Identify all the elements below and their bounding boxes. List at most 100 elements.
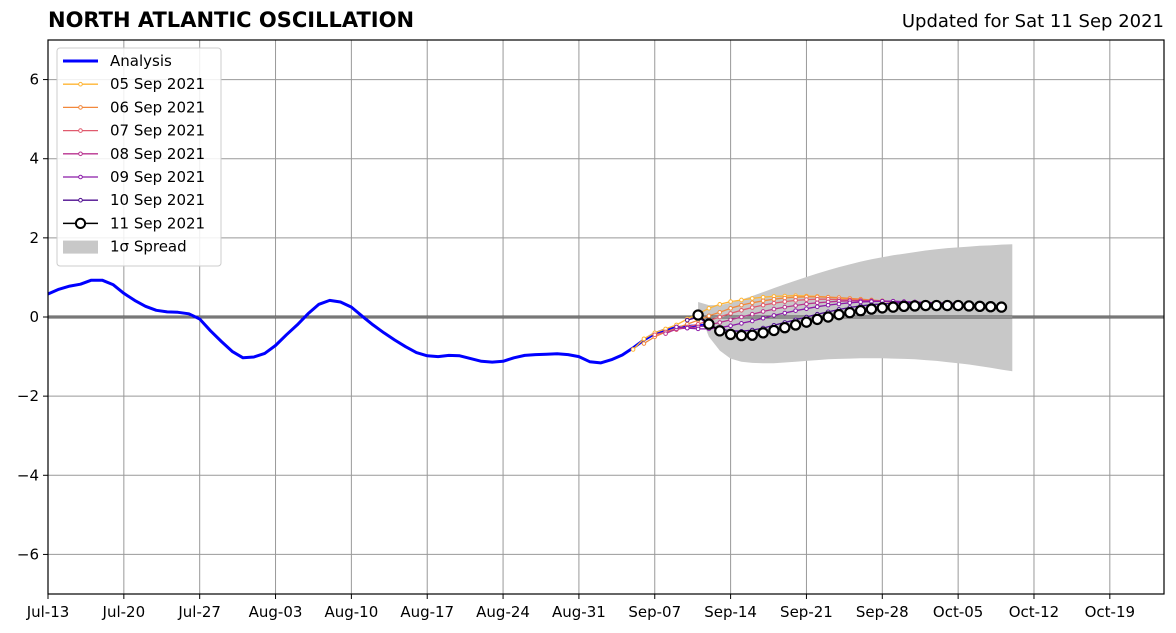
forecast-point [930, 299, 943, 312]
legend-label: 06 Sep 2021 [110, 98, 205, 116]
forecast-point [714, 325, 726, 337]
forecast-point [909, 300, 921, 312]
forecast-point [641, 341, 647, 346]
x-tick-label: Sep-21 [780, 603, 833, 621]
x-tick-label: Aug-10 [324, 603, 378, 621]
forecast-point [825, 302, 831, 308]
forecast-point [706, 305, 712, 311]
x-tick-label: Sep-07 [628, 603, 681, 621]
legend-entry: 07 Sep 2021 [63, 122, 205, 140]
forecast-point [724, 328, 737, 341]
forecast-point [739, 321, 744, 326]
forecast-point [804, 306, 809, 311]
forecast-point [865, 303, 878, 315]
forecast-point [768, 324, 780, 337]
x-tick-label: Sep-28 [856, 603, 909, 621]
forecast-point [757, 327, 769, 339]
forecast-point [674, 324, 679, 330]
forecast-point [663, 331, 668, 336]
legend-marker [78, 128, 83, 133]
chart-title: NORTH ATLANTIC OSCILLATION [48, 8, 415, 32]
x-tick-label: Sep-14 [704, 603, 757, 621]
y-tick-label: 2 [29, 229, 39, 247]
x-tick-label: Aug-24 [476, 603, 530, 621]
forecast-point [760, 298, 766, 304]
legend-label: 07 Sep 2021 [110, 122, 205, 140]
legend-marker [78, 105, 83, 110]
legend-entry: Analysis [63, 52, 172, 70]
forecast-point [771, 313, 777, 318]
forecast-point [974, 300, 986, 313]
forecast-point [887, 301, 899, 313]
forecast-point [739, 297, 744, 303]
forecast-point [995, 301, 1008, 313]
legend-marker [78, 151, 83, 157]
x-tick-label: Jul-20 [102, 603, 146, 621]
analysis-series [47, 278, 710, 365]
forecast-point [735, 329, 748, 342]
forecast-point [963, 300, 975, 312]
forecast-point [771, 300, 777, 306]
legend-entry: 08 Sep 2021 [63, 145, 205, 163]
legend-entry: 05 Sep 2021 [63, 75, 205, 93]
y-tick-label: −6 [17, 545, 39, 563]
forecast-point [814, 300, 820, 306]
y-axis-ticks: 6 4 2 0 −2 −4 −6 [17, 71, 48, 563]
forecast-point [728, 323, 733, 329]
legend-swatch [63, 240, 98, 254]
updated-label: Updated for Sat 11 Sep 2021 [901, 11, 1164, 32]
legend-entry: 11 Sep 2021 [63, 214, 205, 232]
y-tick-label: −4 [17, 466, 39, 484]
forecast-point [630, 347, 636, 352]
forecast-point [804, 297, 809, 302]
forecast-point [793, 303, 798, 308]
legend-box [56, 47, 222, 267]
forecast-point [854, 304, 867, 317]
forecast-point [760, 302, 766, 308]
forecast-point [771, 296, 777, 302]
forecast-point [684, 325, 690, 331]
forecast-point [782, 295, 788, 301]
forecast-point [782, 310, 788, 316]
forecast-point [814, 304, 820, 310]
forecast-point [898, 300, 910, 313]
x-tick-label: Oct-05 [933, 603, 983, 621]
legend-entry: 09 Sep 2021 [63, 168, 205, 186]
forecast-point [833, 308, 845, 321]
forecast-point [876, 302, 888, 314]
forecast-point [703, 318, 715, 330]
legend-label: 10 Sep 2021 [110, 191, 205, 209]
forecast-point [746, 329, 758, 341]
legend-label: 09 Sep 2021 [110, 168, 205, 186]
analysis-line [47, 278, 710, 365]
forecast-point [692, 309, 704, 321]
forecast-point [858, 299, 863, 305]
x-tick-label: Jul-27 [177, 603, 221, 621]
forecast-point [844, 306, 856, 319]
forecast-point [717, 309, 723, 315]
forecast-point [800, 316, 813, 328]
forecast-point [984, 301, 997, 313]
forecast-point [847, 300, 853, 306]
forecast-11-sep-2021 [692, 299, 1008, 342]
spread-area [698, 244, 1013, 372]
forecast-point [717, 314, 723, 320]
legend-marker [78, 197, 83, 203]
y-tick-label: 4 [29, 150, 39, 168]
legend-marker [78, 81, 83, 87]
forecast-point [793, 298, 798, 303]
spread-band [698, 244, 1013, 372]
forecast-point [789, 319, 802, 331]
forecast-point [684, 317, 690, 323]
zero-line [48, 315, 1164, 319]
forecast-point [749, 311, 755, 317]
x-tick-label: Jul-13 [26, 603, 70, 621]
forecast-point [782, 299, 788, 304]
forecast-point [749, 318, 755, 324]
forecast-point [814, 296, 820, 302]
y-tick-label: −2 [17, 387, 39, 405]
legend-entry: 1σ Spread [63, 238, 187, 256]
forecast-point [706, 313, 712, 319]
forecast-point [771, 306, 777, 312]
